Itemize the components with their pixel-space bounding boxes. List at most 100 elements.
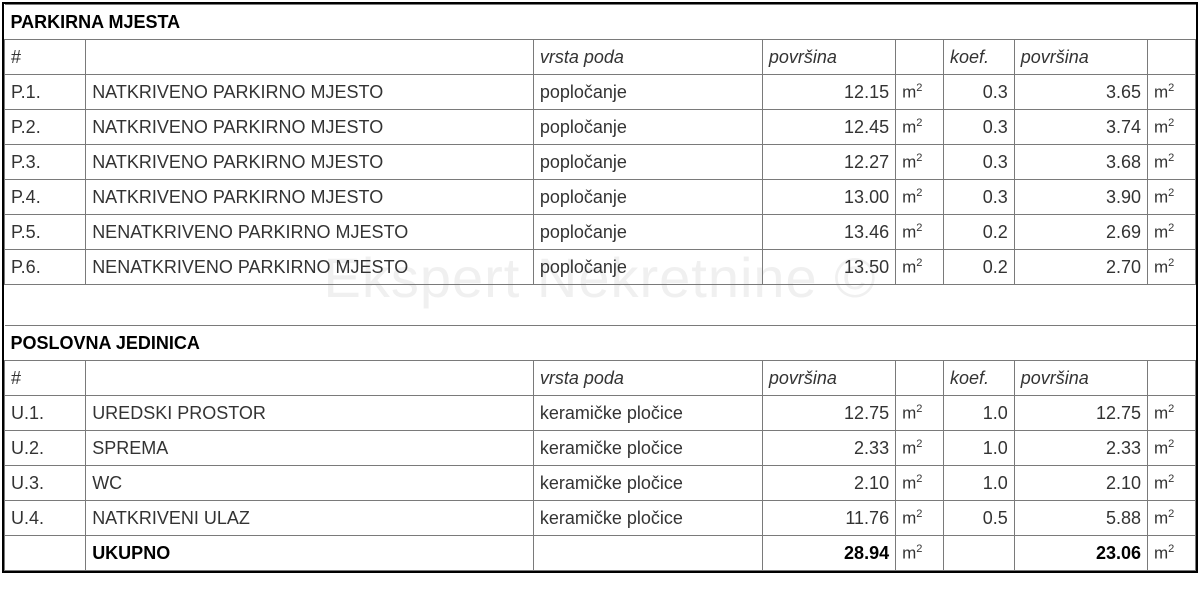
table-row: P.6. NENATKRIVENO PARKIRNO MJESTO poploč… [5,250,1196,285]
cell-area2: 2.33 [1014,431,1147,466]
section-title-row: PARKIRNA MJESTA [5,5,1196,40]
cell-area2: 12.75 [1014,396,1147,431]
cell-id: P.6. [5,250,86,285]
cell-coef: 0.3 [943,180,1014,215]
cell-area2: 2.69 [1014,215,1147,250]
cell-coef: 0.2 [943,215,1014,250]
table-row: P.3. NATKRIVENO PARKIRNO MJESTO popločan… [5,145,1196,180]
cell-id: P.2. [5,110,86,145]
unit-label: m2 [1148,466,1196,501]
cell-area2: 3.65 [1014,75,1147,110]
cell-name: NATKRIVENO PARKIRNO MJESTO [86,145,534,180]
cell-area1: 12.27 [762,145,895,180]
cell-floor: keramičke pločice [533,501,762,536]
cell-name: NENATKRIVENO PARKIRNO MJESTO [86,215,534,250]
unit-label: m2 [896,75,944,110]
unit-label: m2 [1148,431,1196,466]
unit-label: m2 [1148,180,1196,215]
cell-id: P.4. [5,180,86,215]
table-row: P.4. NATKRIVENO PARKIRNO MJESTO popločan… [5,180,1196,215]
cell-floor: popločanje [533,145,762,180]
cell-floor: keramičke pločice [533,431,762,466]
total-area1: 28.94 [762,536,895,571]
cell-floor: popločanje [533,250,762,285]
cell-id: P.1. [5,75,86,110]
cell-name: SPREMA [86,431,534,466]
col-name-blank [86,40,534,75]
cell-area2: 2.70 [1014,250,1147,285]
table-row: P.5. NENATKRIVENO PARKIRNO MJESTO poploč… [5,215,1196,250]
unit-label: m2 [896,180,944,215]
cell-name: NATKRIVENO PARKIRNO MJESTO [86,180,534,215]
cell-area1: 12.45 [762,110,895,145]
unit-label: m2 [1148,215,1196,250]
cell-coef: 0.3 [943,110,1014,145]
cell-area1: 12.15 [762,75,895,110]
col-area1: površina [762,40,895,75]
table-row: P.1. NATKRIVENO PARKIRNO MJESTO popločan… [5,75,1196,110]
cell-floor: popločanje [533,215,762,250]
cell-id: U.1. [5,396,86,431]
section-title-row: POSLOVNA JEDINICA [5,326,1196,361]
unit-label: m2 [896,250,944,285]
unit-label: m2 [1148,75,1196,110]
col-area2: površina [1014,361,1147,396]
total-row: UKUPNO 28.94 m2 23.06 m2 [5,536,1196,571]
unit-label: m2 [896,215,944,250]
table-row: U.1. UREDSKI PROSTOR keramičke pločice 1… [5,396,1196,431]
section-gap [5,285,1196,326]
cell-area2: 2.10 [1014,466,1147,501]
cell-name: UREDSKI PROSTOR [86,396,534,431]
cell-floor: keramičke pločice [533,466,762,501]
cell-area2: 5.88 [1014,501,1147,536]
unit-label: m2 [896,501,944,536]
unit-label: m2 [896,431,944,466]
col-area1: površina [762,361,895,396]
unit-label: m2 [1148,501,1196,536]
total-area2: 23.06 [1014,536,1147,571]
cell-area1: 13.00 [762,180,895,215]
column-header-row: # vrsta poda površina koef. površina [5,40,1196,75]
col-floor: vrsta poda [533,40,762,75]
cell-id: P.5. [5,215,86,250]
cell-id: U.2. [5,431,86,466]
unit-label: m2 [896,145,944,180]
col-name-blank [86,361,534,396]
cell-floor: popločanje [533,180,762,215]
cell-floor: popločanje [533,75,762,110]
cell-area1: 2.10 [762,466,895,501]
unit-label: m2 [896,110,944,145]
col-floor: vrsta poda [533,361,762,396]
unit-label: m2 [896,536,944,571]
cell-coef: 0.2 [943,250,1014,285]
cell-area2: 3.68 [1014,145,1147,180]
cell-area2: 3.90 [1014,180,1147,215]
cell-id: U.3. [5,466,86,501]
cell-coef: 0.5 [943,501,1014,536]
cell-area1: 13.50 [762,250,895,285]
unit-label: m2 [1148,110,1196,145]
unit-label: m2 [896,396,944,431]
col-area2: površina [1014,40,1147,75]
col-unit1-blank [896,40,944,75]
cell-floor: keramičke pločice [533,396,762,431]
col-coef: koef. [943,40,1014,75]
section-title: POSLOVNA JEDINICA [5,326,1196,361]
cell-area1: 2.33 [762,431,895,466]
table-row: U.3. WC keramičke pločice 2.10 m2 1.0 2.… [5,466,1196,501]
cell-coef: 0.3 [943,145,1014,180]
unit-label: m2 [1148,145,1196,180]
total-label: UKUPNO [86,536,534,571]
table-row: P.2. NATKRIVENO PARKIRNO MJESTO popločan… [5,110,1196,145]
cell-coef: 1.0 [943,466,1014,501]
column-header-row: # vrsta poda površina koef. površina [5,361,1196,396]
spec-table: PARKIRNA MJESTA # vrsta poda površina ko… [4,4,1196,571]
cell-name: WC [86,466,534,501]
cell-area1: 13.46 [762,215,895,250]
cell-name: NATKRIVENO PARKIRNO MJESTO [86,110,534,145]
cell-name: NENATKRIVENO PARKIRNO MJESTO [86,250,534,285]
cell-area1: 12.75 [762,396,895,431]
col-unit2-blank [1148,40,1196,75]
col-unit2-blank [1148,361,1196,396]
cell-coef: 1.0 [943,396,1014,431]
